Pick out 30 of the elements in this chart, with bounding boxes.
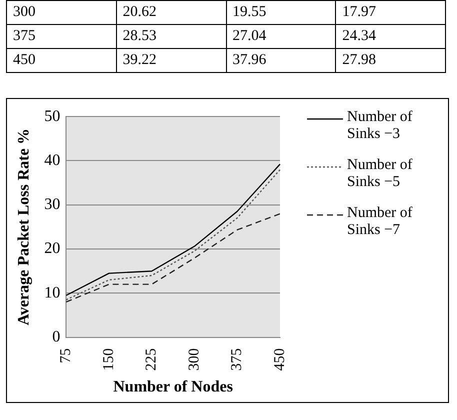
y-tick-label: 40 [44,152,60,169]
text: 39.22 [116,48,226,72]
line-series [66,213,281,303]
x-tick-label: 300 [186,348,202,371]
x-axis-title: Number of Nodes [113,378,233,396]
text: 300 [6,0,116,24]
y-tick-label: 30 [44,196,60,214]
legend-label: Number of Sinks −7 [347,205,414,239]
y-axis-title: Average Packet Loss Rate % [16,128,33,326]
y-tick-label: 20 [44,240,60,258]
text: 24.34 [336,24,446,48]
text: 19.55 [226,0,336,24]
y-tick-label: 0 [52,328,60,346]
x-tick-label: 450 [272,348,288,371]
text: 27.04 [226,24,336,48]
text: 20.62 [116,0,226,24]
text: 28.53 [116,24,226,48]
text: 450 [6,48,116,72]
x-tick-label: 225 [144,348,160,371]
text: 27.98 [336,48,446,72]
text: 37.96 [226,48,336,72]
legend-label: Number of Sinks −5 [347,157,414,191]
text: 17.97 [336,0,446,24]
y-tick-label: 50 [44,108,60,125]
legend-label: Number of Sinks −3 [347,109,414,143]
x-tick-label: 75 [58,348,74,364]
x-tick-label: 375 [229,348,246,371]
text: 375 [6,24,116,48]
x-tick-label: 150 [100,348,117,371]
y-tick-label: 10 [44,284,60,302]
